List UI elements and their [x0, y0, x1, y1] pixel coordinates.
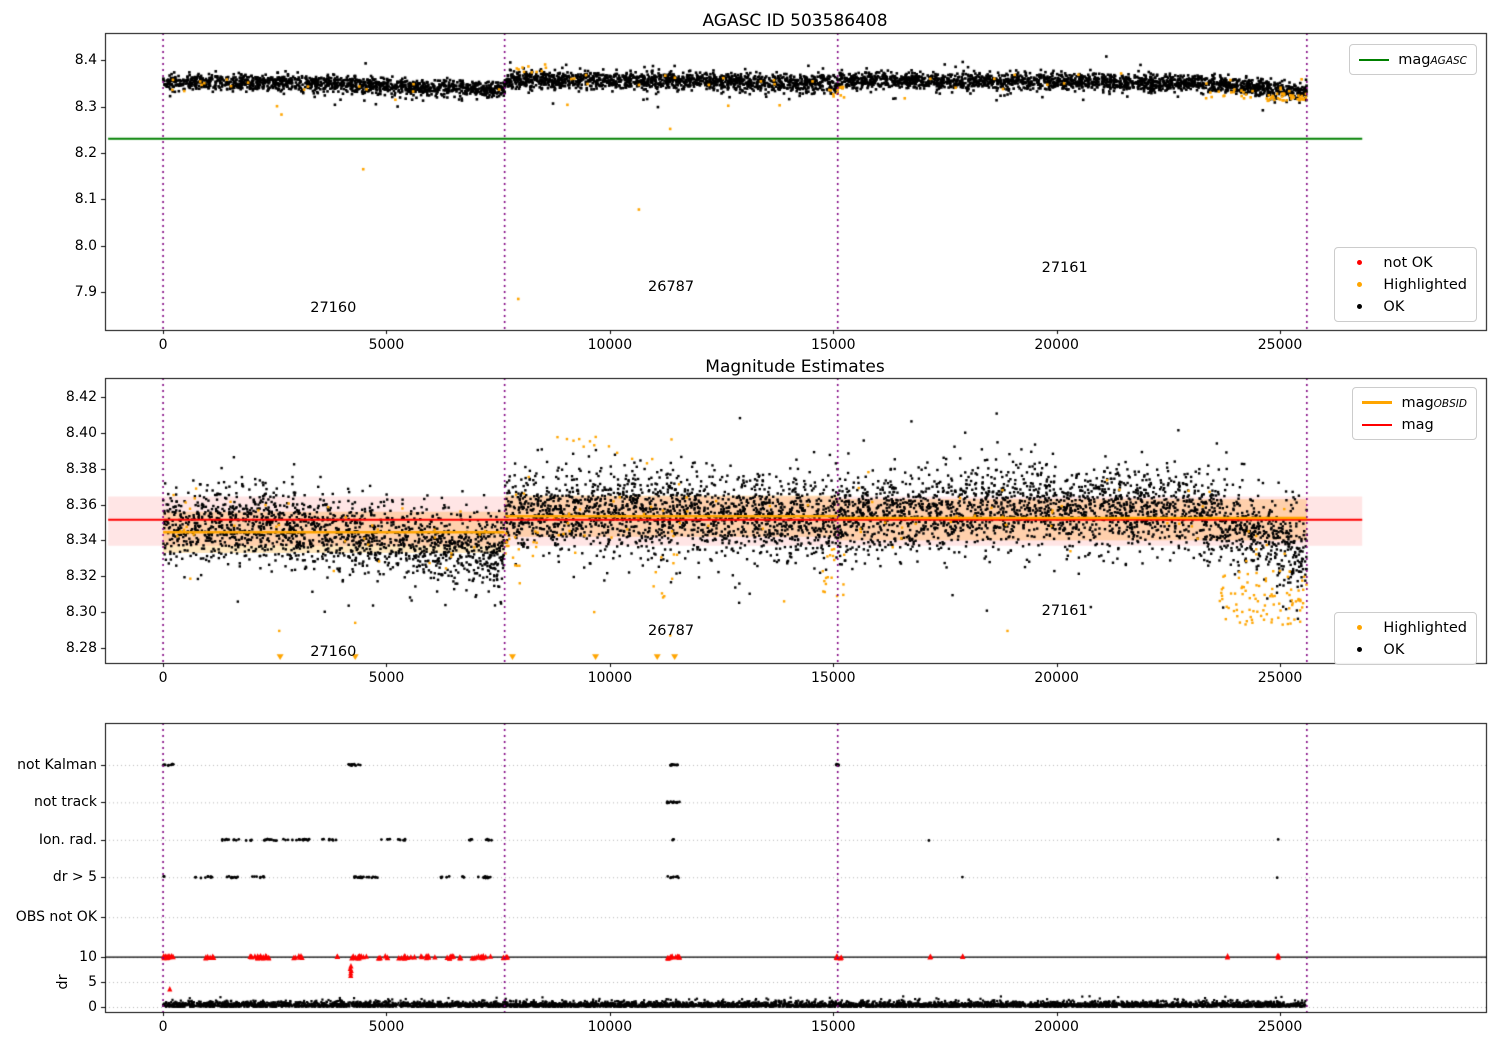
- agasc-magnitude-figure: AGASC ID 503586408 Magnitude Estimates d…: [0, 0, 1500, 1050]
- plots-canvas: [0, 0, 1500, 1050]
